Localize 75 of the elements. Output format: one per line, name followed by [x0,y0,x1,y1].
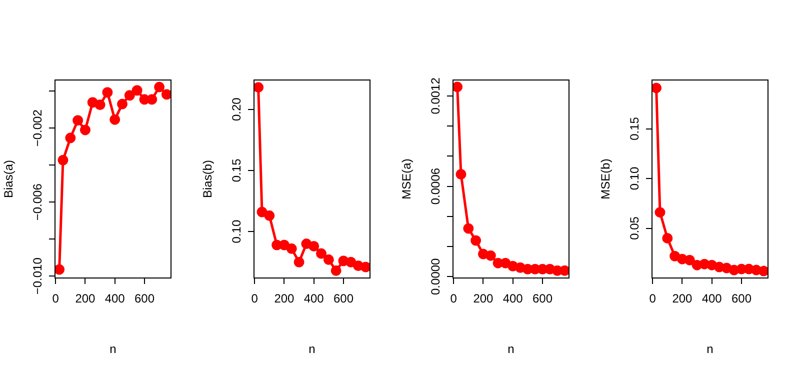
point [684,254,695,266]
y-tick-label: 0.0006 [428,168,442,205]
point [72,115,84,126]
x-tick-label: 400 [702,292,722,306]
point [301,238,312,250]
x-tick-label: 200 [473,292,494,306]
point [256,206,268,218]
point [662,232,673,244]
x-tick-label: 600 [532,292,553,306]
point [102,87,113,98]
point [94,100,106,110]
point [254,82,264,93]
y-axis-title: MSE(b) [598,158,613,200]
x-tick-label: 600 [731,292,752,306]
point [308,240,320,252]
point [264,210,275,221]
point [500,258,511,268]
x-tick-label: 200 [672,292,693,306]
y-tick-label: 0.10 [627,166,642,190]
point [87,97,98,108]
point [360,262,370,272]
y-tick-label: 0.15 [229,158,244,182]
point [117,98,128,110]
point [456,169,466,180]
y-axis-title: MSE(a) [400,158,414,200]
point [470,235,482,246]
x-axis-title: n [308,342,316,356]
x-tick-label: 400 [104,292,126,306]
point [132,85,142,96]
x-tick-label: 400 [502,292,524,306]
point [161,89,171,100]
point [758,266,768,276]
point [294,256,304,268]
point [652,82,662,94]
point [485,250,496,261]
point [154,82,165,92]
x-axis-title: n [706,342,714,356]
point [58,154,68,166]
point [110,114,120,125]
x-tick-label: 0 [52,292,60,306]
x-tick-label: 600 [333,292,354,306]
x-tick-label: 200 [274,292,295,306]
point [146,94,158,105]
point [453,82,463,92]
point [323,254,334,265]
y-tick-label: 0.0012 [428,77,442,114]
y-tick-label: −0.006 [30,183,44,221]
x-tick-label: 600 [134,292,155,306]
point [124,90,135,101]
y-tick-label: 0.15 [627,116,642,140]
x-tick-label: 200 [75,292,96,306]
y-axis-title: Bias(a) [2,160,16,198]
point [670,250,680,262]
y-tick-label: −0.002 [30,109,44,147]
y-tick-label: −0.010 [30,257,44,295]
point [330,265,342,276]
x-tick-label: 0 [649,292,656,306]
point [286,243,297,254]
point [80,124,90,136]
x-tick-label: 0 [450,292,458,306]
point [654,207,666,218]
x-axis-title: n [508,342,514,356]
y-axis-title: Bias(b) [200,160,215,198]
point [55,264,65,275]
x-axis-title: n [110,342,116,356]
point [346,256,356,268]
point [65,132,76,144]
x-tick-label: 400 [304,292,324,306]
y-tick-label: 0.05 [627,216,642,240]
y-tick-label: 0.10 [229,220,244,244]
point [463,223,474,234]
y-tick-label: 0.0000 [428,258,442,295]
point [316,248,327,259]
y-tick-label: 0.20 [229,97,244,122]
x-tick-label: 0 [251,292,258,306]
